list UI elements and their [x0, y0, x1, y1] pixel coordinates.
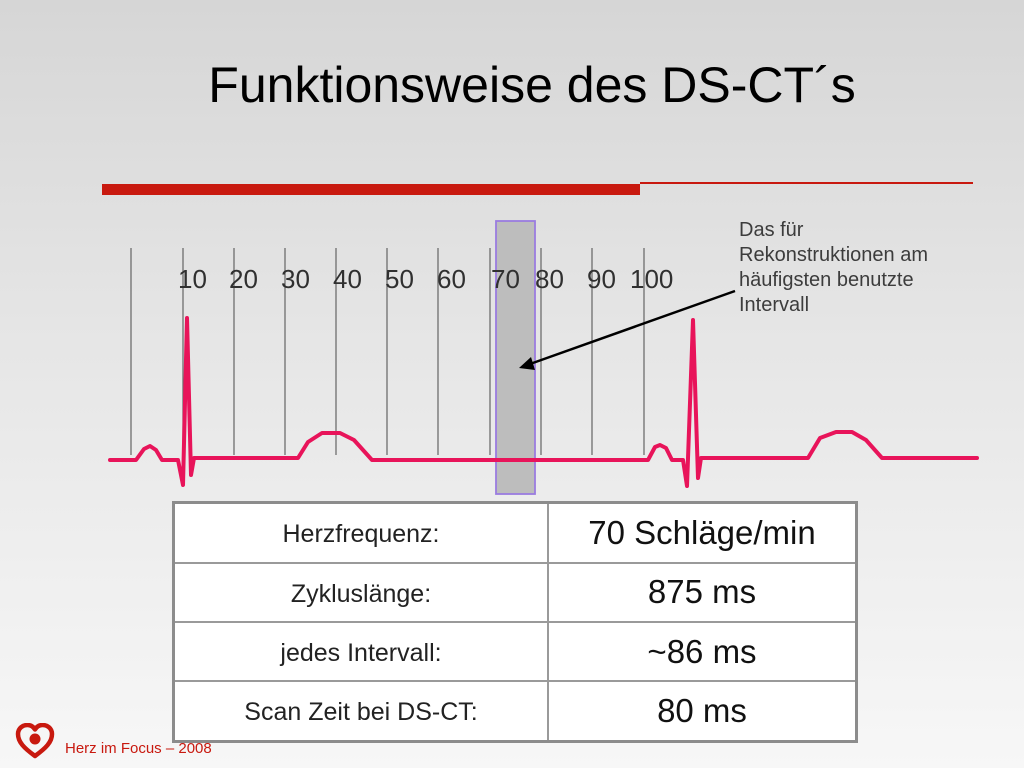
footer-text: Herz im Focus – 2008 [65, 740, 212, 757]
row-label-cycle-length: Zykluslänge: [172, 561, 549, 623]
accent-bar-thick [102, 184, 640, 195]
callout-arrowhead [519, 357, 535, 370]
ecg-trace [108, 316, 979, 488]
scale-label-100: 100 [630, 264, 674, 294]
scale-label-40: 40 [333, 264, 362, 294]
scale-label-90: 90 [587, 264, 616, 294]
scale-label-70: 70 [491, 264, 520, 294]
row-value-cycle-length: 875 ms [547, 561, 858, 623]
row-value-scan-time: 80 ms [547, 680, 858, 743]
row-value-interval: ~86 ms [547, 620, 858, 683]
table-row: jedes Intervall: ~86 ms [172, 620, 858, 683]
callout-line: Intervall [739, 294, 810, 316]
heart-logo-icon [15, 723, 55, 759]
callout-line: Rekonstruktionen am [739, 244, 928, 266]
table-row: Scan Zeit bei DS-CT: 80 ms [172, 680, 858, 743]
table-row: Herzfrequenz: 70 Schläge/min [172, 501, 858, 564]
table-row: Zykluslänge: 875 ms [172, 561, 858, 623]
row-label-heart-rate: Herzfrequenz: [172, 501, 549, 564]
callout-line: häufigsten benutzte [739, 269, 914, 291]
row-value-heart-rate: 70 Schläge/min [547, 501, 858, 564]
row-label-scan-time: Scan Zeit bei DS-CT: [172, 680, 549, 743]
scale-label-50: 50 [385, 264, 414, 294]
highlight-interval [495, 220, 536, 495]
scale-label-80: 80 [535, 264, 564, 294]
scale-label-20: 20 [229, 264, 258, 294]
scale-label-30: 30 [281, 264, 310, 294]
scale-label-10: 10 [178, 264, 207, 294]
scale-label-60: 60 [437, 264, 466, 294]
callout-text: Das für Rekonstruktionen am häufigsten b… [739, 218, 1009, 318]
callout-line: Das für [739, 219, 804, 241]
accent-bar-thin [640, 182, 973, 184]
callout-arrow-line [529, 289, 736, 366]
stats-table: Herzfrequenz: 70 Schläge/min Zykluslänge… [172, 501, 858, 743]
row-label-interval: jedes Intervall: [172, 620, 549, 683]
slide-title: Funktionsweise des DS-CT´s [208, 57, 856, 113]
